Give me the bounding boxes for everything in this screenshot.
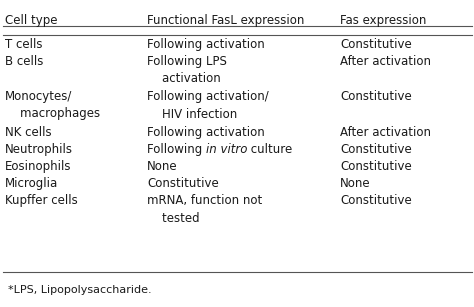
Text: After activation: After activation bbox=[340, 126, 431, 139]
Text: Constitutive: Constitutive bbox=[340, 160, 412, 173]
Text: None: None bbox=[340, 177, 371, 190]
Text: Constitutive: Constitutive bbox=[147, 177, 219, 190]
Text: Functional FasL expression: Functional FasL expression bbox=[147, 14, 304, 27]
Text: None: None bbox=[147, 160, 178, 173]
Text: Fas expression: Fas expression bbox=[340, 14, 427, 27]
Text: Constitutive: Constitutive bbox=[340, 143, 412, 156]
Text: activation: activation bbox=[147, 72, 221, 86]
Text: Following activation/: Following activation/ bbox=[147, 90, 269, 103]
Text: Following: Following bbox=[147, 143, 206, 156]
Text: Monocytes/: Monocytes/ bbox=[5, 90, 73, 103]
Text: Kupffer cells: Kupffer cells bbox=[5, 194, 78, 207]
Text: Cell type: Cell type bbox=[5, 14, 57, 27]
Text: After activation: After activation bbox=[340, 55, 431, 68]
Text: B cells: B cells bbox=[5, 55, 44, 68]
Text: Neutrophils: Neutrophils bbox=[5, 143, 73, 156]
Text: HIV infection: HIV infection bbox=[147, 107, 237, 121]
Text: tested: tested bbox=[147, 212, 200, 224]
Text: Following activation: Following activation bbox=[147, 38, 265, 51]
Text: Following LPS: Following LPS bbox=[147, 55, 227, 68]
Text: Following activation: Following activation bbox=[147, 126, 265, 139]
Text: Eosinophils: Eosinophils bbox=[5, 160, 72, 173]
Text: *LPS, Lipopolysaccharide.: *LPS, Lipopolysaccharide. bbox=[8, 285, 152, 295]
Text: NK cells: NK cells bbox=[5, 126, 52, 139]
Text: mRNA, function not: mRNA, function not bbox=[147, 194, 262, 207]
Text: in vitro: in vitro bbox=[206, 143, 247, 156]
Text: macrophages: macrophages bbox=[5, 107, 100, 121]
Text: Microglia: Microglia bbox=[5, 177, 58, 190]
Text: Constitutive: Constitutive bbox=[340, 38, 412, 51]
Text: Constitutive: Constitutive bbox=[340, 90, 412, 103]
Text: Constitutive: Constitutive bbox=[340, 194, 412, 207]
Text: culture: culture bbox=[247, 143, 293, 156]
Text: T cells: T cells bbox=[5, 38, 43, 51]
